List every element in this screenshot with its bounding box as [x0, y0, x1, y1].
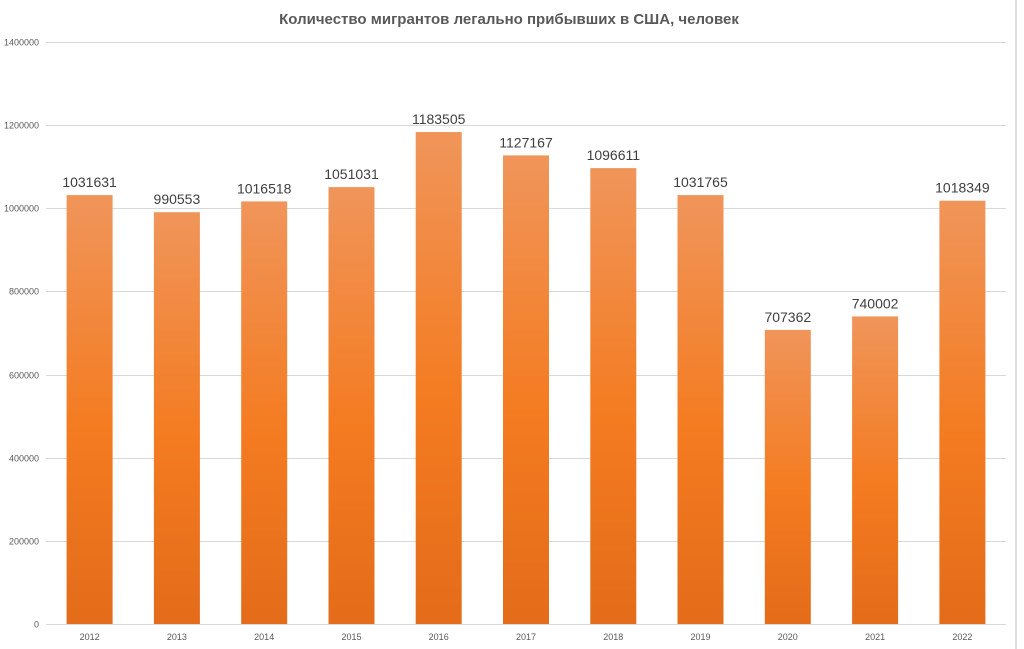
- x-tick-label-2012: 2012: [80, 632, 100, 642]
- y-tick-label: 1000000: [4, 204, 39, 214]
- data-label-2021: 740002: [852, 295, 899, 311]
- x-tick-label-2020: 2020: [778, 632, 798, 642]
- data-label-2012: 1031631: [62, 174, 117, 190]
- y-tick-label: 0: [34, 620, 39, 630]
- data-label-2016: 1183505: [412, 111, 466, 127]
- y-axis-ticks: 0 200000 400000 600000 800000 1000000 1200000 1…: [4, 38, 39, 630]
- bar-2021: [852, 316, 899, 624]
- x-tick-label-2017: 2017: [516, 632, 536, 642]
- y-tick-label: 1400000: [4, 38, 39, 48]
- x-tick-label-2016: 2016: [429, 632, 449, 642]
- data-labels: 1031631 990553 1016518 1051031 1183505 112716…: [62, 111, 990, 325]
- chart-title: Количество мигрантов легально прибывших …: [279, 11, 739, 28]
- x-tick-label-2019: 2019: [690, 632, 710, 642]
- x-axis-ticks: 2012 2013 2014 2015 2016 2017 2018 2019 2020 2021…: [80, 632, 973, 642]
- x-tick-label-2021: 2021: [865, 632, 885, 642]
- data-label-2013: 990553: [154, 191, 201, 207]
- y-tick-label: 200000: [9, 537, 39, 547]
- bar-2016: [415, 132, 462, 624]
- bar-2018: [590, 168, 637, 624]
- bar-2017: [503, 155, 549, 624]
- data-label-2020: 707362: [764, 309, 811, 325]
- x-tick-label-2013: 2013: [167, 632, 187, 642]
- y-tick-label: 600000: [9, 371, 39, 381]
- data-label-2015: 1051031: [324, 166, 379, 182]
- y-tick-label: 400000: [9, 454, 39, 464]
- y-tick-label: 1200000: [4, 121, 39, 131]
- data-label-2014: 1016518: [237, 180, 292, 196]
- y-tick-label: 800000: [9, 287, 39, 297]
- bar-2013: [153, 212, 200, 624]
- bar-2022: [939, 200, 986, 624]
- bar-2012: [66, 195, 113, 624]
- data-label-2022: 1018349: [935, 180, 990, 196]
- bar-2020: [764, 329, 811, 624]
- data-label-2018: 1096611: [587, 147, 641, 163]
- x-tick-label-2022: 2022: [952, 632, 972, 642]
- x-tick-label-2014: 2014: [254, 632, 274, 642]
- bar-2015: [328, 187, 375, 624]
- bar-2019: [677, 195, 724, 624]
- bars: [66, 132, 986, 624]
- x-tick-label-2015: 2015: [341, 632, 361, 642]
- x-tick-label-2018: 2018: [603, 632, 623, 642]
- data-label-2017: 1127167: [499, 134, 553, 150]
- bar-2014: [241, 201, 288, 624]
- data-label-2019: 1031765: [673, 174, 728, 190]
